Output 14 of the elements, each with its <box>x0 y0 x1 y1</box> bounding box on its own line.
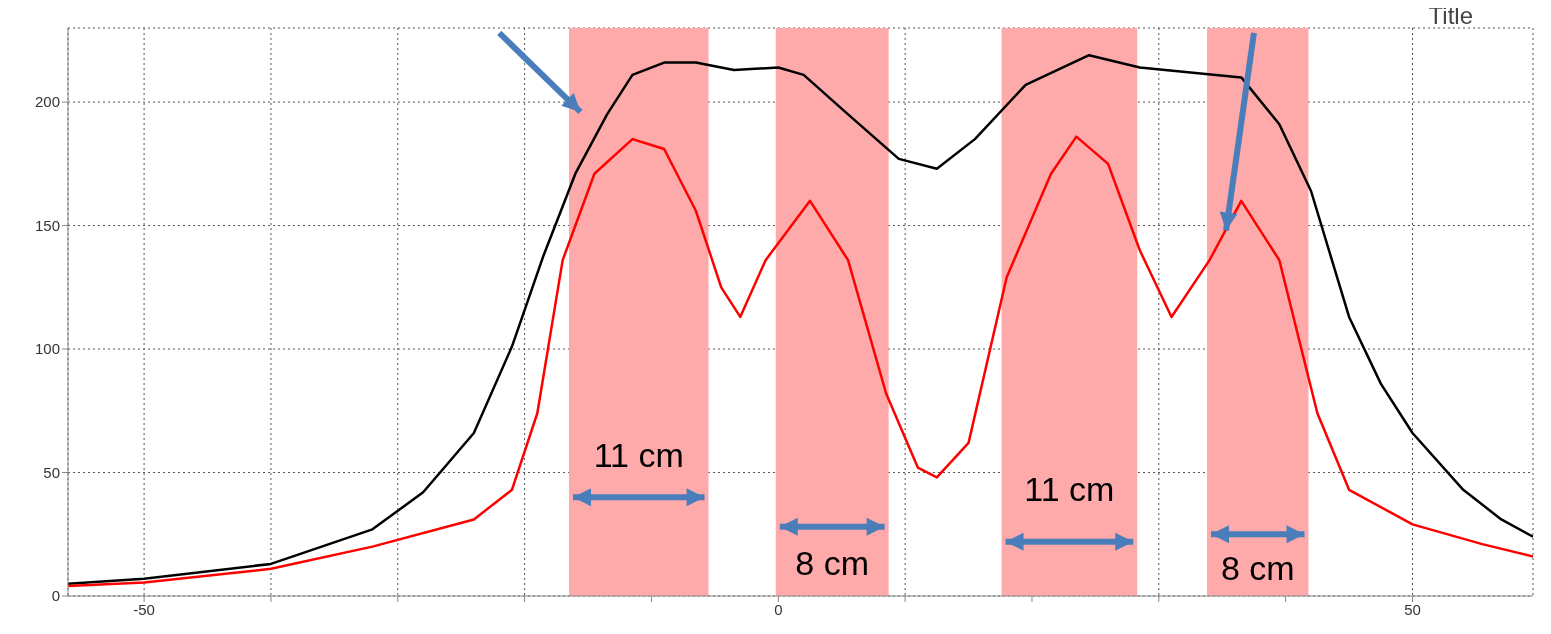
annotation: 8 cm <box>795 544 870 583</box>
y-tick-label: 100 <box>34 340 60 358</box>
y-tick-label: 50 <box>43 463 60 481</box>
x-tick-label: 0 <box>774 600 783 618</box>
line-series <box>68 135 1533 588</box>
y-tick-label: 0 <box>51 587 60 605</box>
y-tick-label: 200 <box>34 93 60 111</box>
annotation: 11 cm <box>593 435 684 474</box>
y-tick-label: 150 <box>34 216 60 234</box>
annotation: 11 cm <box>1024 470 1115 509</box>
line-series <box>68 53 1533 585</box>
annotation: 8 cm <box>1220 549 1295 588</box>
x-tick-label: -50 <box>133 600 155 618</box>
x-tick-label: 50 <box>1404 600 1421 618</box>
